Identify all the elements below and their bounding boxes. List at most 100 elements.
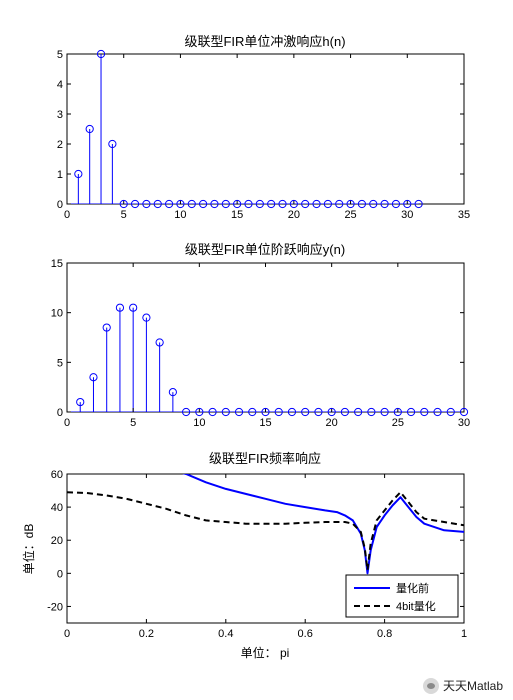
legend-label: 量化前 xyxy=(396,581,429,595)
freq-ytick-label: -20 xyxy=(47,601,63,613)
step-stem-marker xyxy=(287,407,297,417)
impulse-xtick-label: 25 xyxy=(344,209,356,221)
impulse-stem-marker xyxy=(74,169,83,179)
step-stem-marker xyxy=(420,407,429,417)
impulse-stem-marker xyxy=(153,199,162,209)
step-stem-marker xyxy=(142,313,151,322)
step-stem-marker xyxy=(234,407,244,417)
impulse-xtick-label: 30 xyxy=(401,209,413,221)
step-xtick-label: 10 xyxy=(193,417,205,429)
impulse-stem-marker xyxy=(369,199,378,209)
impulse-response-axes: 级联型FIR单位冲激响应h(n) 0 5 10 15 20 25 30 35 0 1 2 3 4 5 xyxy=(57,34,470,221)
impulse-stem-marker xyxy=(119,199,128,209)
impulse-stem-marker xyxy=(187,199,196,209)
step-stem-marker xyxy=(446,407,455,417)
step-stem-marker xyxy=(248,407,257,417)
impulse-stem-marker xyxy=(278,199,287,209)
step-stem-marker xyxy=(115,303,125,312)
impulse-data-layer xyxy=(67,54,419,204)
impulse-stem-marker xyxy=(301,199,310,209)
impulse-stem-marker xyxy=(323,199,332,209)
impulse-stem-marker xyxy=(210,199,219,209)
impulse-stem-marker xyxy=(244,199,253,209)
impulse-stem-marker xyxy=(85,124,94,134)
impulse-stem-marker xyxy=(255,199,264,209)
step-stem-marker xyxy=(406,407,416,417)
step-xtick-label: 15 xyxy=(259,417,271,429)
impulse-stem-marker xyxy=(346,199,355,209)
series-line-before-quantization xyxy=(182,474,464,575)
step-stem-marker xyxy=(76,397,85,407)
impulse-stem-marker xyxy=(96,49,106,59)
impulse-stem-marker xyxy=(176,199,185,209)
impulse-ytick-label: 3 xyxy=(57,109,63,121)
impulse-xtick-label: 0 xyxy=(64,209,70,221)
frequency-response-xlabel: 单位： pi xyxy=(241,645,290,660)
step-stem-marker xyxy=(314,407,323,417)
impulse-stem-marker xyxy=(164,199,174,209)
impulse-stem-marker xyxy=(130,199,140,209)
impulse-stem-marker xyxy=(267,199,276,209)
impulse-ytick-label: 5 xyxy=(57,49,63,61)
step-stem-marker xyxy=(195,407,204,417)
wechat-icon xyxy=(422,677,439,694)
freq-xtick-label: 1 xyxy=(461,628,467,640)
step-stem-marker xyxy=(129,303,138,312)
freq-xtick-label: 0 xyxy=(64,628,70,640)
impulse-stem-marker xyxy=(391,199,401,209)
step-stem-marker xyxy=(301,407,310,417)
impulse-stem-marker xyxy=(403,199,412,209)
step-xtick-label: 0 xyxy=(64,417,70,429)
impulse-stem-marker xyxy=(335,199,344,209)
frequency-response-axes: 级联型FIR频率响应 单位： pi 单位：dB 0 0.2 0.4 0.6 0.8 1 -2… xyxy=(21,451,467,660)
step-xtick-label: 5 xyxy=(130,417,136,429)
step-stem-marker xyxy=(367,407,376,417)
step-stem-marker xyxy=(340,407,349,417)
impulse-xtick-label: 35 xyxy=(458,209,470,221)
impulse-xtick-label: 5 xyxy=(121,209,127,221)
step-xtick-label: 30 xyxy=(458,417,470,429)
step-ytick-label: 5 xyxy=(57,357,63,369)
freq-ytick-label: 60 xyxy=(51,469,63,481)
step-stem-marker xyxy=(459,407,469,417)
impulse-xtick-label: 10 xyxy=(174,209,186,221)
step-stem-marker xyxy=(261,407,270,417)
step-response-title: 级联型FIR单位阶跃响应y(n) xyxy=(185,242,345,257)
step-xtick-label: 25 xyxy=(392,417,404,429)
freq-xtick-label: 0.4 xyxy=(218,628,233,640)
watermark-text: 天天Matlab xyxy=(442,679,503,693)
step-stem-marker xyxy=(221,407,230,417)
legend-label: 4bit量化 xyxy=(396,599,436,613)
impulse-stem-marker xyxy=(108,139,117,149)
impulse-ytick-label: 4 xyxy=(57,79,63,91)
step-stem-marker xyxy=(393,407,402,417)
legend-box xyxy=(345,574,459,618)
impulse-ytick-label: 2 xyxy=(57,139,63,151)
step-data-layer xyxy=(67,307,464,412)
step-stem-marker xyxy=(102,323,111,332)
impulse-response-title: 级联型FIR单位冲激响应h(n) xyxy=(184,34,345,49)
freq-data-layer xyxy=(67,474,464,575)
step-stem-marker xyxy=(354,407,363,417)
step-stem-marker xyxy=(208,407,217,417)
series-line-4bit-quantization xyxy=(67,491,464,571)
step-stem-marker xyxy=(380,407,389,417)
step-stem-marker xyxy=(89,373,98,382)
step-stem-marker xyxy=(433,407,442,417)
step-stem-marker xyxy=(155,338,164,347)
impulse-stem-marker xyxy=(380,199,389,209)
step-stem-marker xyxy=(327,407,336,417)
step-xtick-label: 20 xyxy=(326,417,338,429)
impulse-xtick-label: 15 xyxy=(231,209,243,221)
freq-ytick-label: 0 xyxy=(57,568,63,580)
freq-ytick-label: 20 xyxy=(51,535,63,547)
impulse-stem-marker xyxy=(289,199,298,209)
impulse-ytick-label: 0 xyxy=(57,199,63,211)
freq-xtick-label: 0.6 xyxy=(298,628,313,640)
freq-ytick-label: 40 xyxy=(51,502,63,514)
impulse-stem-marker xyxy=(142,199,151,209)
impulse-xtick-label: 20 xyxy=(288,209,300,221)
impulse-stem-marker xyxy=(221,199,230,209)
freq-xtick-label: 0.2 xyxy=(139,628,154,640)
